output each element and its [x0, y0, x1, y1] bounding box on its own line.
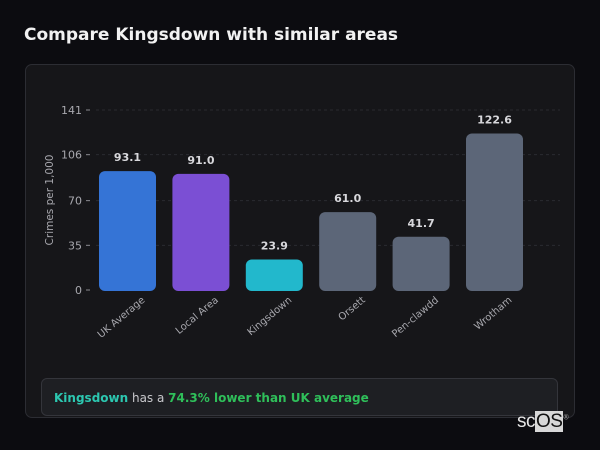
summary-middle: has a — [128, 391, 169, 405]
bar-pen-clawdd — [392, 236, 450, 291]
y-tick-label: 0 — [75, 284, 82, 297]
y-axis-label: Crimes per 1,000 — [44, 155, 56, 246]
x-tick-label: Pen-clawdd — [390, 295, 441, 340]
bar-orsett — [319, 212, 377, 291]
bar-local-area — [172, 173, 230, 291]
bar-wrotham — [466, 133, 523, 291]
data-label: 23.9 — [261, 239, 288, 252]
x-tick-label: Local Area — [174, 295, 221, 337]
y-tick-label: 141 — [61, 104, 82, 117]
bar-kingsdown — [245, 259, 303, 291]
scos-logo: scOS® — [517, 411, 569, 432]
y-tick-label: 35 — [68, 239, 82, 252]
summary-area: Kingsdown — [54, 391, 129, 405]
comparison-summary: Kingsdown has a 74.3% lower than UK aver… — [41, 378, 558, 416]
bar-uk-average — [99, 171, 156, 291]
data-label: 41.7 — [408, 217, 435, 230]
data-label: 93.1 — [114, 151, 141, 164]
y-tick-label: 70 — [68, 195, 82, 208]
data-label: 91.0 — [187, 154, 214, 167]
x-tick-label: Wrotham — [472, 295, 514, 333]
x-tick-label: Orsett — [337, 295, 368, 324]
x-tick-label: UK Average — [96, 295, 148, 341]
page-title: Compare Kingsdown with similar areas — [24, 25, 399, 45]
data-label: 122.6 — [477, 113, 512, 126]
y-tick-label: 106 — [61, 149, 82, 162]
data-label: 61.0 — [334, 192, 361, 205]
x-tick-label: Kingsdown — [246, 295, 295, 338]
summary-comparison: 74.3% lower than UK average — [168, 391, 369, 405]
